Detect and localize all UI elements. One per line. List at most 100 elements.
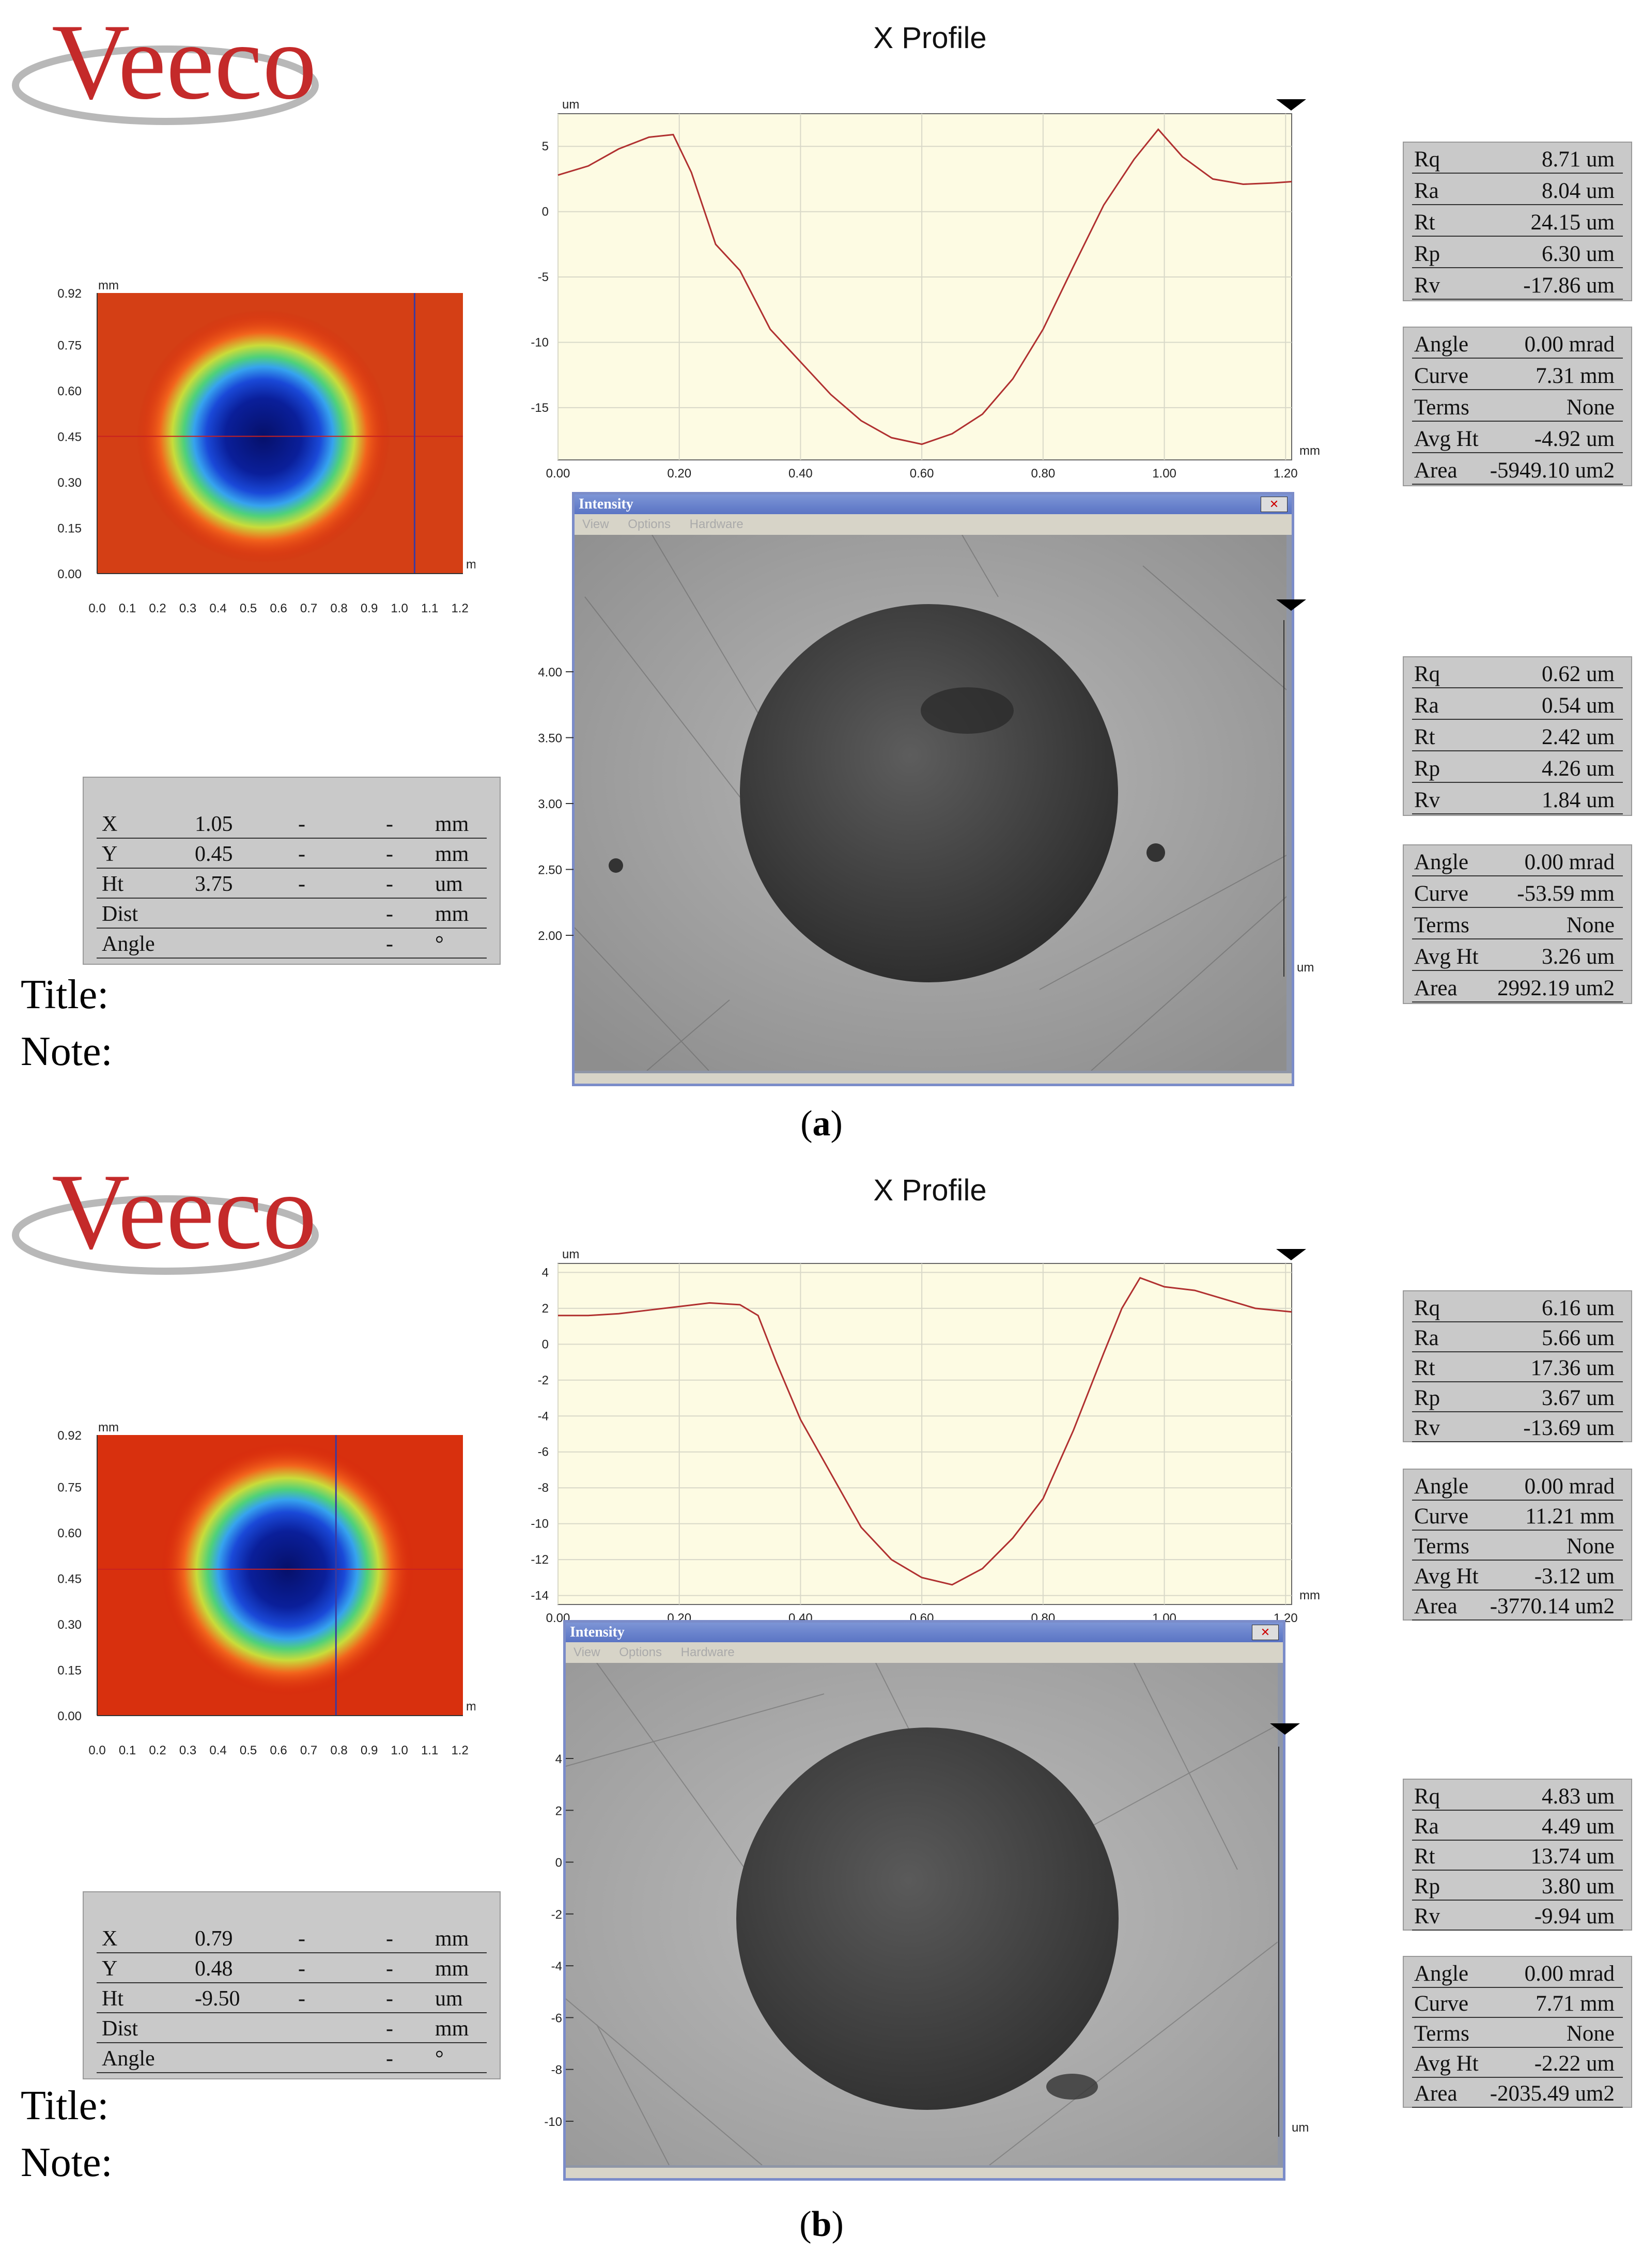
- cursor-d2: -: [386, 2017, 393, 2041]
- intensity-y-tick: 4.00: [538, 666, 562, 680]
- map-x-tick: 0.1: [119, 601, 136, 615]
- stat-row: Curve 7.31 mm: [1412, 360, 1623, 390]
- stat-value: -2035.49 um2: [1490, 2081, 1615, 2106]
- cursor-label: Ht: [102, 1987, 123, 2011]
- height-map[interactable]: mm mm 0.92 0.75 0.60 0.45 0.30 0.15 0.00 0.0 0.…: [21, 1421, 475, 1772]
- cursor-label: Dist: [102, 2017, 138, 2041]
- title-label: Title:: [21, 972, 109, 1017]
- stat-label: Avg Ht: [1414, 945, 1479, 969]
- stat-label: Angle: [1414, 1474, 1469, 1499]
- stat-label: Angle: [1414, 1962, 1469, 1986]
- cursor-marker-icon[interactable]: [1276, 99, 1306, 111]
- profile-x-tick: 1.00: [1152, 467, 1176, 481]
- stat-row: Area 2992.19 um2: [1412, 973, 1623, 1002]
- cursor-label: X: [102, 1927, 118, 1951]
- stat-label: Terms: [1414, 2022, 1469, 2046]
- stat-row: Rp 3.67 um: [1412, 1382, 1623, 1412]
- profile-y-tick: -12: [531, 1553, 549, 1567]
- map-x-tick: 1.0: [391, 1744, 408, 1757]
- cursor-d2: -: [386, 2047, 393, 2071]
- stat-value: 0.54 um: [1542, 693, 1615, 718]
- map-y-tick: 0.30: [57, 476, 82, 490]
- menu-hardware[interactable]: Hardware: [680, 1645, 735, 1659]
- x-profile-chart[interactable]: 50-5-10-15 0.00 0.20 0.40 0.60 0.80 1.00 1.20 …: [517, 93, 1343, 486]
- stat-label: Rt: [1414, 210, 1435, 235]
- cursor-d2: -: [386, 812, 393, 836]
- profile-x-tick: 0.20: [667, 467, 691, 481]
- map-x-tick: 0.2: [149, 1744, 166, 1757]
- intensity-window[interactable]: Intensity ✕ View Options Hardware: [563, 1620, 1285, 2181]
- profile-title: X Profile: [873, 21, 987, 55]
- close-icon[interactable]: ✕: [1252, 1625, 1279, 1640]
- stat-label: Rv: [1414, 273, 1440, 298]
- cursor-row: X 0.79 - - mm: [97, 1923, 487, 1953]
- cursor-row: Y 0.45 - - mm: [97, 839, 487, 869]
- menu-options[interactable]: Options: [628, 517, 671, 531]
- stat-row: Terms None: [1412, 909, 1623, 939]
- stat-label: Curve: [1414, 1992, 1469, 2016]
- stat-value: 8.04 um: [1542, 179, 1615, 203]
- stat-value: -17.86 um: [1523, 273, 1615, 298]
- stat-value: 13.74 um: [1530, 1844, 1615, 1869]
- stat-value: 1.84 um: [1542, 788, 1615, 812]
- map-x-tick: 0.4: [209, 1744, 226, 1757]
- intensity-y-tick: 3.00: [538, 797, 562, 811]
- cursor-d2: -: [386, 932, 393, 956]
- profile-x-tick: 0.00: [546, 467, 570, 481]
- profile-y-tick: -14: [531, 1589, 549, 1603]
- intensity-cursor-marker-icon[interactable]: [1270, 1723, 1300, 1735]
- stat-value: 6.16 um: [1542, 1296, 1615, 1320]
- x-profile-chart[interactable]: 420-2-4-6-8-10-12-14 0.00 0.20 0.40 0.60 0.8…: [517, 1243, 1343, 1636]
- profile-y-tick: 5: [542, 140, 549, 153]
- menu-options[interactable]: Options: [619, 1645, 662, 1659]
- profile-y-tick: 4: [542, 1266, 549, 1279]
- cursor-d2: -: [386, 872, 393, 896]
- cursor-value: 0.45: [195, 842, 233, 866]
- veeco-logo: Veeco: [12, 8, 319, 125]
- stat-label: Rt: [1414, 725, 1435, 749]
- intensity-window[interactable]: Intensity ✕ View Options Hardware: [572, 492, 1294, 1086]
- cursor-d1: -: [298, 842, 305, 866]
- cursor-d2: -: [386, 1957, 393, 1981]
- cursor-marker-icon[interactable]: [1276, 1249, 1306, 1260]
- profile-y-tick: -10: [531, 1517, 549, 1531]
- intensity-menu: View Options Hardware: [575, 514, 1292, 535]
- close-icon[interactable]: ✕: [1261, 497, 1288, 512]
- panel-b: Veeco X Profile mm mm 0.920.750.600.450.…: [0, 1134, 1643, 2266]
- map-y-tick: 0.00: [57, 1709, 82, 1723]
- height-map[interactable]: mm mm 0.92 0.75 0.60 0.45 0.30 0.15 0.00 0.0 0.…: [21, 279, 475, 630]
- stat-row: Curve 11.21 mm: [1412, 1501, 1623, 1531]
- intensity-y-tick: 0: [555, 1856, 562, 1870]
- menu-hardware[interactable]: Hardware: [689, 517, 743, 531]
- stat-value: 17.36 um: [1530, 1356, 1615, 1380]
- stat-row: Rp 6.30 um: [1412, 238, 1623, 268]
- veeco-logo: Veeco: [12, 1158, 319, 1275]
- stat-value: None: [1566, 913, 1615, 937]
- stat-row: Avg Ht -4.92 um: [1412, 423, 1623, 453]
- cursor-row: Y 0.48 - - mm: [97, 1953, 487, 1983]
- menu-view[interactable]: View: [574, 1645, 600, 1659]
- profile-y-tick: -5: [538, 270, 549, 284]
- stat-value: 0.62 um: [1542, 662, 1615, 686]
- roughness-stats-bottom: Rq 4.83 um Ra 4.49 um Rt 13.74 um Rp 3.80 um Rv -…: [1403, 1779, 1632, 1931]
- stat-value: 0.00 mrad: [1524, 1474, 1615, 1499]
- stat-value: -13.69 um: [1523, 1416, 1615, 1440]
- map-x-tick: 0.3: [179, 1744, 196, 1757]
- intensity-cursor-marker-icon[interactable]: [1276, 599, 1306, 611]
- stat-value: -9.94 um: [1534, 1904, 1615, 1928]
- plot-area: [557, 113, 1292, 460]
- stat-label: Rq: [1414, 147, 1440, 172]
- stat-row: Rt 2.42 um: [1412, 721, 1623, 751]
- stat-label: Ra: [1414, 1326, 1439, 1350]
- profile-y-tick: 0: [542, 1337, 549, 1351]
- cursor-label: Angle: [102, 2047, 155, 2071]
- cursor-readout: X 0.79- - mm Y 0.48- - mm Ht -9.50- - um Dist - mm Angl…: [83, 1891, 501, 2079]
- fit-stats-bottom: Angle 0.00 mrad Curve -53.59 mm Terms None Avg…: [1403, 844, 1632, 1004]
- cursor-value: 0.79: [195, 1927, 233, 1951]
- stat-value: 3.26 um: [1542, 945, 1615, 969]
- map-unit-right: mm: [466, 558, 475, 572]
- menu-view[interactable]: View: [582, 517, 609, 531]
- stat-label: Rp: [1414, 242, 1440, 266]
- cursor-unit: mm: [435, 1957, 469, 1981]
- map-x-tick: 0.1: [119, 1744, 136, 1757]
